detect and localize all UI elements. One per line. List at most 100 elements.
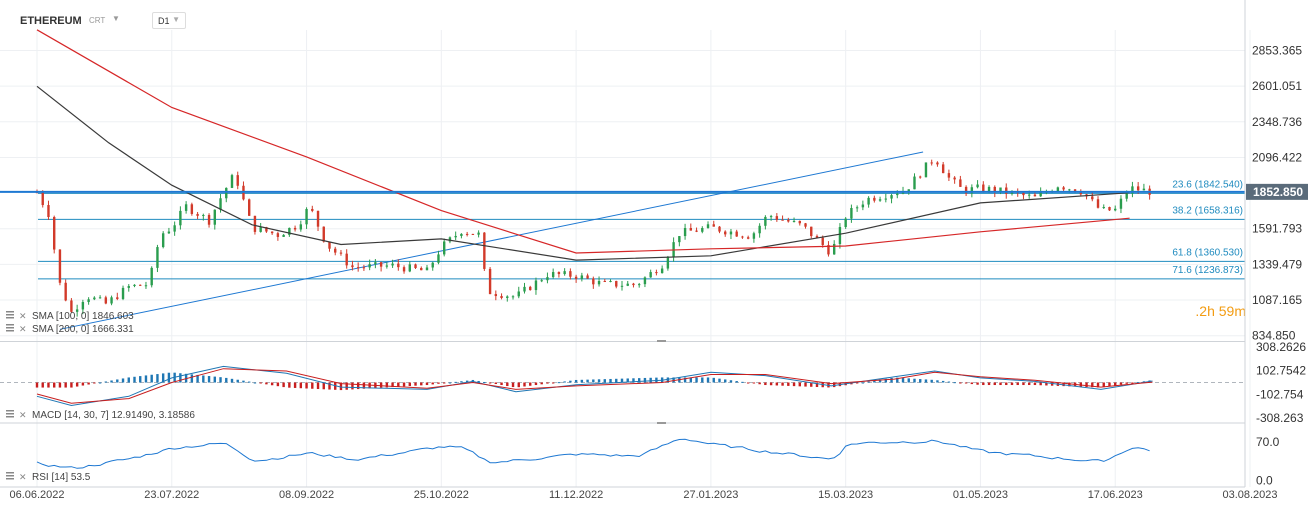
chevron-down-icon: ▼ xyxy=(172,15,180,24)
candle-body xyxy=(649,272,652,278)
candle-body xyxy=(173,225,176,232)
macd-panel[interactable] xyxy=(0,365,1245,407)
macd-y-tick-label: 102.7542 xyxy=(1256,364,1306,378)
candle-body xyxy=(873,197,876,201)
macd-histogram-bar xyxy=(649,377,652,383)
candle-body xyxy=(580,275,584,279)
macd-histogram-bar xyxy=(110,380,113,383)
x-tick-label: 27.01.2023 xyxy=(683,489,738,501)
candle-body xyxy=(597,281,601,285)
candle-body xyxy=(1062,187,1065,190)
macd-histogram-bar xyxy=(351,382,354,390)
candle-body xyxy=(339,252,343,254)
trendline xyxy=(59,151,924,330)
candle-body xyxy=(620,285,624,287)
macd-histogram-bar xyxy=(1119,382,1123,385)
candle-body xyxy=(236,175,239,186)
symbol-name[interactable]: ETHEREUM xyxy=(20,15,82,27)
macd-histogram-bar xyxy=(213,376,216,383)
macd-histogram-bar xyxy=(987,382,991,386)
candle-body xyxy=(592,278,595,285)
macd-histogram-bar xyxy=(643,377,647,383)
macd-histogram-bar xyxy=(787,382,790,386)
macd-histogram-bar xyxy=(87,382,90,385)
candle-body xyxy=(133,284,136,287)
candle-body xyxy=(982,184,985,192)
macd-histogram-bar xyxy=(293,382,297,388)
macd-histogram-bar xyxy=(488,382,492,384)
macd-y-tick-label: -308.263 xyxy=(1256,411,1304,425)
candle-body xyxy=(643,277,647,285)
macd-histogram-bar xyxy=(93,382,96,384)
candle-body xyxy=(529,286,532,291)
candle-body xyxy=(775,216,779,220)
macd-histogram-bar xyxy=(746,382,750,384)
macd-histogram-bar xyxy=(402,382,406,387)
menu-icon xyxy=(6,410,14,412)
macd-histogram-bar xyxy=(855,382,859,384)
candle-body xyxy=(546,277,549,281)
candle-body xyxy=(259,227,262,232)
candle-body xyxy=(1096,199,1100,208)
timeframe-label: D1 xyxy=(158,16,170,26)
macd-histogram-bar xyxy=(253,382,257,384)
candle-body xyxy=(706,224,710,229)
macd-histogram-bar xyxy=(672,377,675,383)
macd-histogram-bar xyxy=(75,382,79,387)
candle-body xyxy=(437,254,440,263)
macd-histogram-bar xyxy=(1027,382,1031,386)
candle-body xyxy=(351,265,354,268)
chart-type-selector[interactable]: CRT xyxy=(89,16,106,25)
macd-histogram-bar xyxy=(781,382,784,386)
candle-body xyxy=(964,186,968,194)
macd-histogram-bar xyxy=(161,373,165,383)
candle-body xyxy=(362,267,366,269)
macd-histogram-bar xyxy=(810,382,813,387)
chevron-down-icon[interactable]: ▼ xyxy=(112,14,120,23)
macd-histogram-bar xyxy=(913,378,916,383)
macd-histogram-bar xyxy=(167,372,171,383)
macd-histogram-bar xyxy=(322,382,325,390)
macd-histogram-bar xyxy=(712,377,715,383)
macd-histogram-bar xyxy=(1068,382,1071,387)
macd-y-tick-label: -102.754 xyxy=(1256,387,1304,401)
macd-histogram-bar xyxy=(41,382,44,388)
candle-body xyxy=(425,267,429,271)
macd-histogram-bar xyxy=(477,380,480,383)
macd-histogram-bar xyxy=(551,382,555,384)
rsi-panel[interactable] xyxy=(36,438,1150,469)
candle-body xyxy=(293,227,297,230)
y-tick-label: 834.850 xyxy=(1252,329,1296,343)
x-tick-label: 23.07.2022 xyxy=(144,489,199,501)
timeframe-dropdown[interactable]: D1 ▼ xyxy=(152,12,186,29)
price-panel[interactable]: 23.6 (1842.540) 38.2 (1658.316) 61.8 (1360… xyxy=(0,29,1246,330)
x-tick-label: 06.06.2022 xyxy=(9,489,64,501)
macd-histogram-bar xyxy=(924,379,928,383)
macd-histogram-bar xyxy=(563,381,566,383)
candle-body xyxy=(878,199,882,201)
candle-body xyxy=(477,232,480,235)
fib-level-label: 23.6 (1842.540) xyxy=(1172,179,1243,190)
macd-histogram-bar xyxy=(104,381,108,383)
macd-histogram-bar xyxy=(1016,382,1019,386)
candle-body xyxy=(144,285,148,287)
macd-histogram-bar xyxy=(517,382,520,388)
candle-body xyxy=(328,241,331,249)
candle-body xyxy=(523,286,526,292)
candle-body xyxy=(804,223,807,227)
chart-toolbar: ETHEREUM CRT ▼ D1 ▼ xyxy=(0,0,1245,30)
candle-body xyxy=(64,282,67,301)
close-icon: ✕ xyxy=(19,410,27,420)
candle-body xyxy=(408,264,411,272)
candle-body xyxy=(919,176,922,178)
candle-body xyxy=(121,287,125,299)
candle-body xyxy=(379,262,383,267)
macd-histogram-bar xyxy=(121,378,125,383)
candle-body xyxy=(586,275,589,279)
candle-body xyxy=(225,187,228,199)
x-tick-label: 17.06.2023 xyxy=(1088,489,1143,501)
candle-body xyxy=(678,236,681,243)
macd-histogram-bar xyxy=(689,377,693,383)
candle-body xyxy=(1068,189,1071,191)
